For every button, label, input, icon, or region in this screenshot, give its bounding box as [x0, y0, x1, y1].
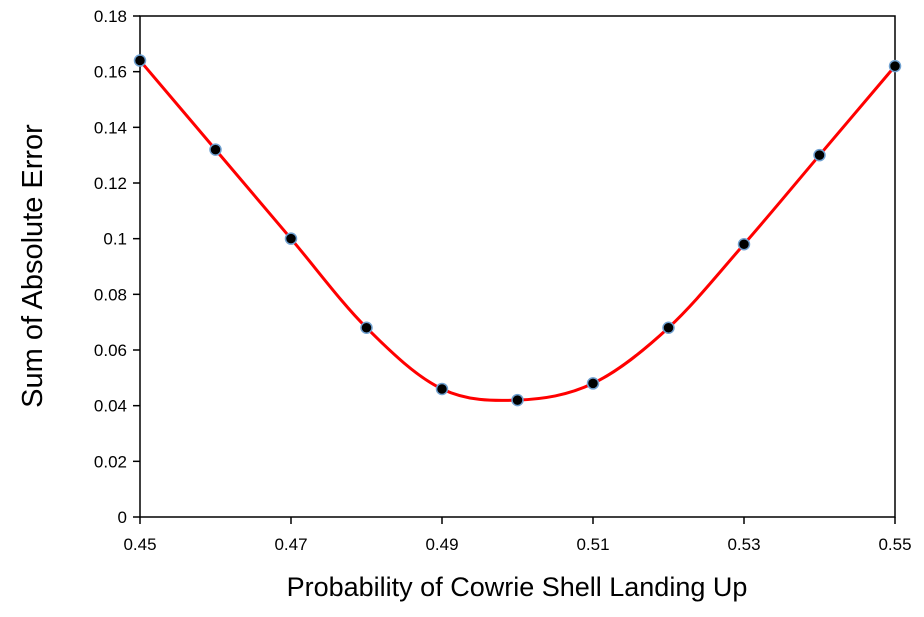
data-point — [511, 393, 524, 407]
x-axis-title: Probability of Cowrie Shell Landing Up — [287, 572, 748, 602]
y-tick-label: 0.02 — [94, 452, 127, 471]
x-tick-label: 0.53 — [727, 535, 760, 554]
x-tick-label: 0.45 — [123, 535, 156, 554]
data-point — [133, 54, 147, 67]
x-tick-label: 0.51 — [576, 535, 609, 554]
plot-area — [139, 15, 896, 518]
x-tick-label: 0.47 — [274, 535, 307, 554]
y-axis: 0 0.02 0.04 0.06 0.08 0.1 0.12 0.14 0.16 0.18 — [94, 7, 140, 527]
y-tick-label: 0.1 — [103, 230, 127, 249]
y-axis-title: Sum of Absolute Error — [17, 124, 49, 408]
y-tick-label: 0.16 — [94, 63, 127, 82]
x-axis: 0.45 0.47 0.49 0.51 0.53 0.55 — [123, 517, 912, 554]
y-tick-label: 0 — [118, 508, 127, 527]
data-point — [284, 232, 298, 245]
data-point — [435, 382, 449, 396]
y-tick-label: 0.08 — [94, 285, 127, 304]
data-point — [737, 237, 751, 251]
y-tick-label: 0.04 — [94, 397, 127, 416]
y-tick-label: 0.14 — [94, 118, 127, 137]
data-point — [888, 59, 902, 73]
data-point — [209, 143, 222, 156]
y-tick-label: 0.06 — [94, 341, 127, 360]
x-tick-label: 0.55 — [878, 535, 911, 554]
series-line — [138, 59, 897, 402]
y-tick-label: 0.18 — [94, 7, 127, 26]
data-point — [586, 377, 600, 390]
y-tick-label: 0.12 — [94, 174, 127, 193]
data-point — [813, 148, 826, 162]
data-point — [662, 321, 675, 334]
data-points — [133, 54, 902, 407]
data-point — [360, 321, 373, 334]
plot-border — [139, 15, 896, 518]
x-tick-label: 0.49 — [425, 535, 458, 554]
